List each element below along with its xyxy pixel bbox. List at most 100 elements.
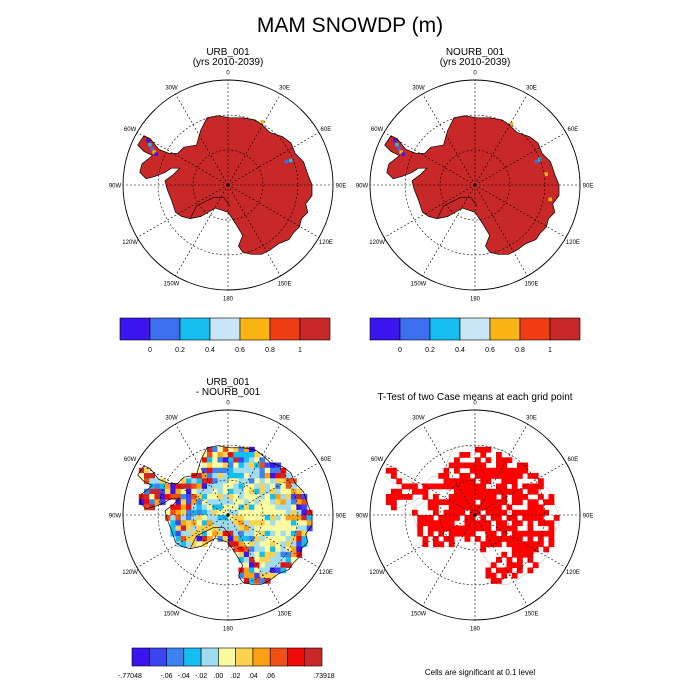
diff-cell <box>301 525 308 532</box>
significant-cell <box>511 515 518 521</box>
longitude-label: 120W <box>122 570 138 576</box>
diff-cell <box>249 494 255 500</box>
significant-cell <box>433 483 439 490</box>
longitude-label: 90W <box>109 514 122 520</box>
diff-cell <box>264 520 271 527</box>
significant-cell <box>464 473 471 479</box>
diff-cell <box>222 462 229 469</box>
significant-cell <box>412 509 418 516</box>
diff-cell <box>233 483 240 490</box>
diff-cell <box>196 541 203 548</box>
diff-cell <box>249 488 255 495</box>
diff-cell <box>222 473 229 479</box>
significant-cell <box>448 509 455 516</box>
diff-cell <box>238 457 245 464</box>
diff-cell <box>254 473 261 479</box>
diff-cell <box>243 478 250 485</box>
significant-cell <box>527 536 534 542</box>
colorbar-label: 0.6 <box>235 347 245 354</box>
diff-cell <box>259 530 266 537</box>
diff-cell <box>138 494 145 500</box>
diff-cell <box>212 478 219 485</box>
longitude-label: 30W <box>412 86 425 92</box>
diff-cell <box>270 525 276 532</box>
diff-cell <box>233 452 240 458</box>
significant-cell <box>511 551 518 558</box>
significant-cell <box>454 457 460 464</box>
diff-cell <box>254 467 261 474</box>
significant-cell <box>532 473 539 479</box>
significant-cell <box>527 557 534 563</box>
diff-cell <box>264 473 271 479</box>
significant-cell <box>496 467 502 474</box>
longitude-label: 150E <box>277 281 291 287</box>
diff-cell <box>254 546 261 553</box>
diff-cell <box>233 494 240 500</box>
longitude-label: 60W <box>124 127 137 133</box>
significant-cell <box>506 478 513 485</box>
significant-cell <box>469 499 476 506</box>
longitude-label: 120E <box>319 240 333 246</box>
significant-cell <box>464 494 471 500</box>
significant-cell <box>459 473 466 479</box>
significant-cell <box>475 525 481 532</box>
diff-cell <box>254 452 261 458</box>
diff-cell <box>296 551 303 558</box>
colorbar-label: .73918 <box>313 673 335 680</box>
significant-cell <box>475 457 481 464</box>
diff-cell <box>201 504 208 511</box>
diff-cell <box>180 504 187 511</box>
colorbar-swatch <box>519 317 551 341</box>
longitude-label: 30W <box>165 86 178 92</box>
coastal-cell <box>393 138 397 143</box>
meridian-line <box>422 423 476 516</box>
diff-cell <box>291 520 297 527</box>
diff-cell <box>228 452 234 458</box>
significant-cell <box>464 452 471 458</box>
significant-cell <box>422 520 429 527</box>
significant-cell <box>469 478 476 485</box>
significant-cell <box>475 488 481 495</box>
significant-cell <box>433 520 439 527</box>
significant-cell <box>459 483 466 490</box>
diff-cell <box>159 499 166 506</box>
significant-cell <box>506 488 513 495</box>
diff-cell <box>207 509 213 516</box>
diff-cell <box>249 452 255 458</box>
diff-cell <box>243 525 250 532</box>
diff-cell <box>238 452 245 458</box>
significant-cell <box>459 525 466 532</box>
diff-cell <box>254 488 261 495</box>
significant-cell <box>522 483 529 490</box>
diff-cell <box>264 494 271 500</box>
coastal-cell <box>284 159 289 164</box>
colorbar-label: 0.8 <box>265 347 275 354</box>
significant-cell <box>501 530 508 537</box>
diff-cell <box>144 488 150 495</box>
diff-cell <box>196 494 203 500</box>
significant-cell <box>459 462 466 469</box>
diff-cell <box>222 483 229 490</box>
significant-cell <box>448 520 455 527</box>
colorbar-swatch <box>149 317 181 341</box>
meridian-line <box>227 423 281 516</box>
significant-cell <box>438 483 445 490</box>
diff-cell <box>270 551 276 558</box>
diff-cell <box>249 567 255 574</box>
diff-cell <box>264 483 271 490</box>
significant-cell <box>501 536 508 542</box>
diff-cell <box>238 478 245 485</box>
significant-cell <box>433 504 439 511</box>
significant-cell <box>391 494 397 500</box>
diff-cell <box>212 462 219 469</box>
diff-cell <box>222 452 229 458</box>
diff-cell <box>170 504 177 511</box>
diff-cell <box>196 467 203 474</box>
significant-cell <box>506 457 513 464</box>
diff-cell <box>175 509 182 516</box>
diff-cell <box>191 504 198 511</box>
significant-cell <box>506 525 513 532</box>
significant-cell <box>501 499 508 506</box>
significant-cell <box>417 520 424 527</box>
diff-cell <box>180 478 187 485</box>
